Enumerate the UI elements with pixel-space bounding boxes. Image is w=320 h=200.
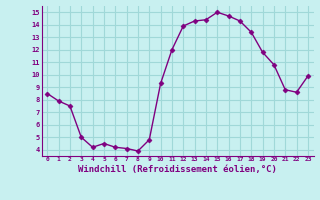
X-axis label: Windchill (Refroidissement éolien,°C): Windchill (Refroidissement éolien,°C)	[78, 165, 277, 174]
